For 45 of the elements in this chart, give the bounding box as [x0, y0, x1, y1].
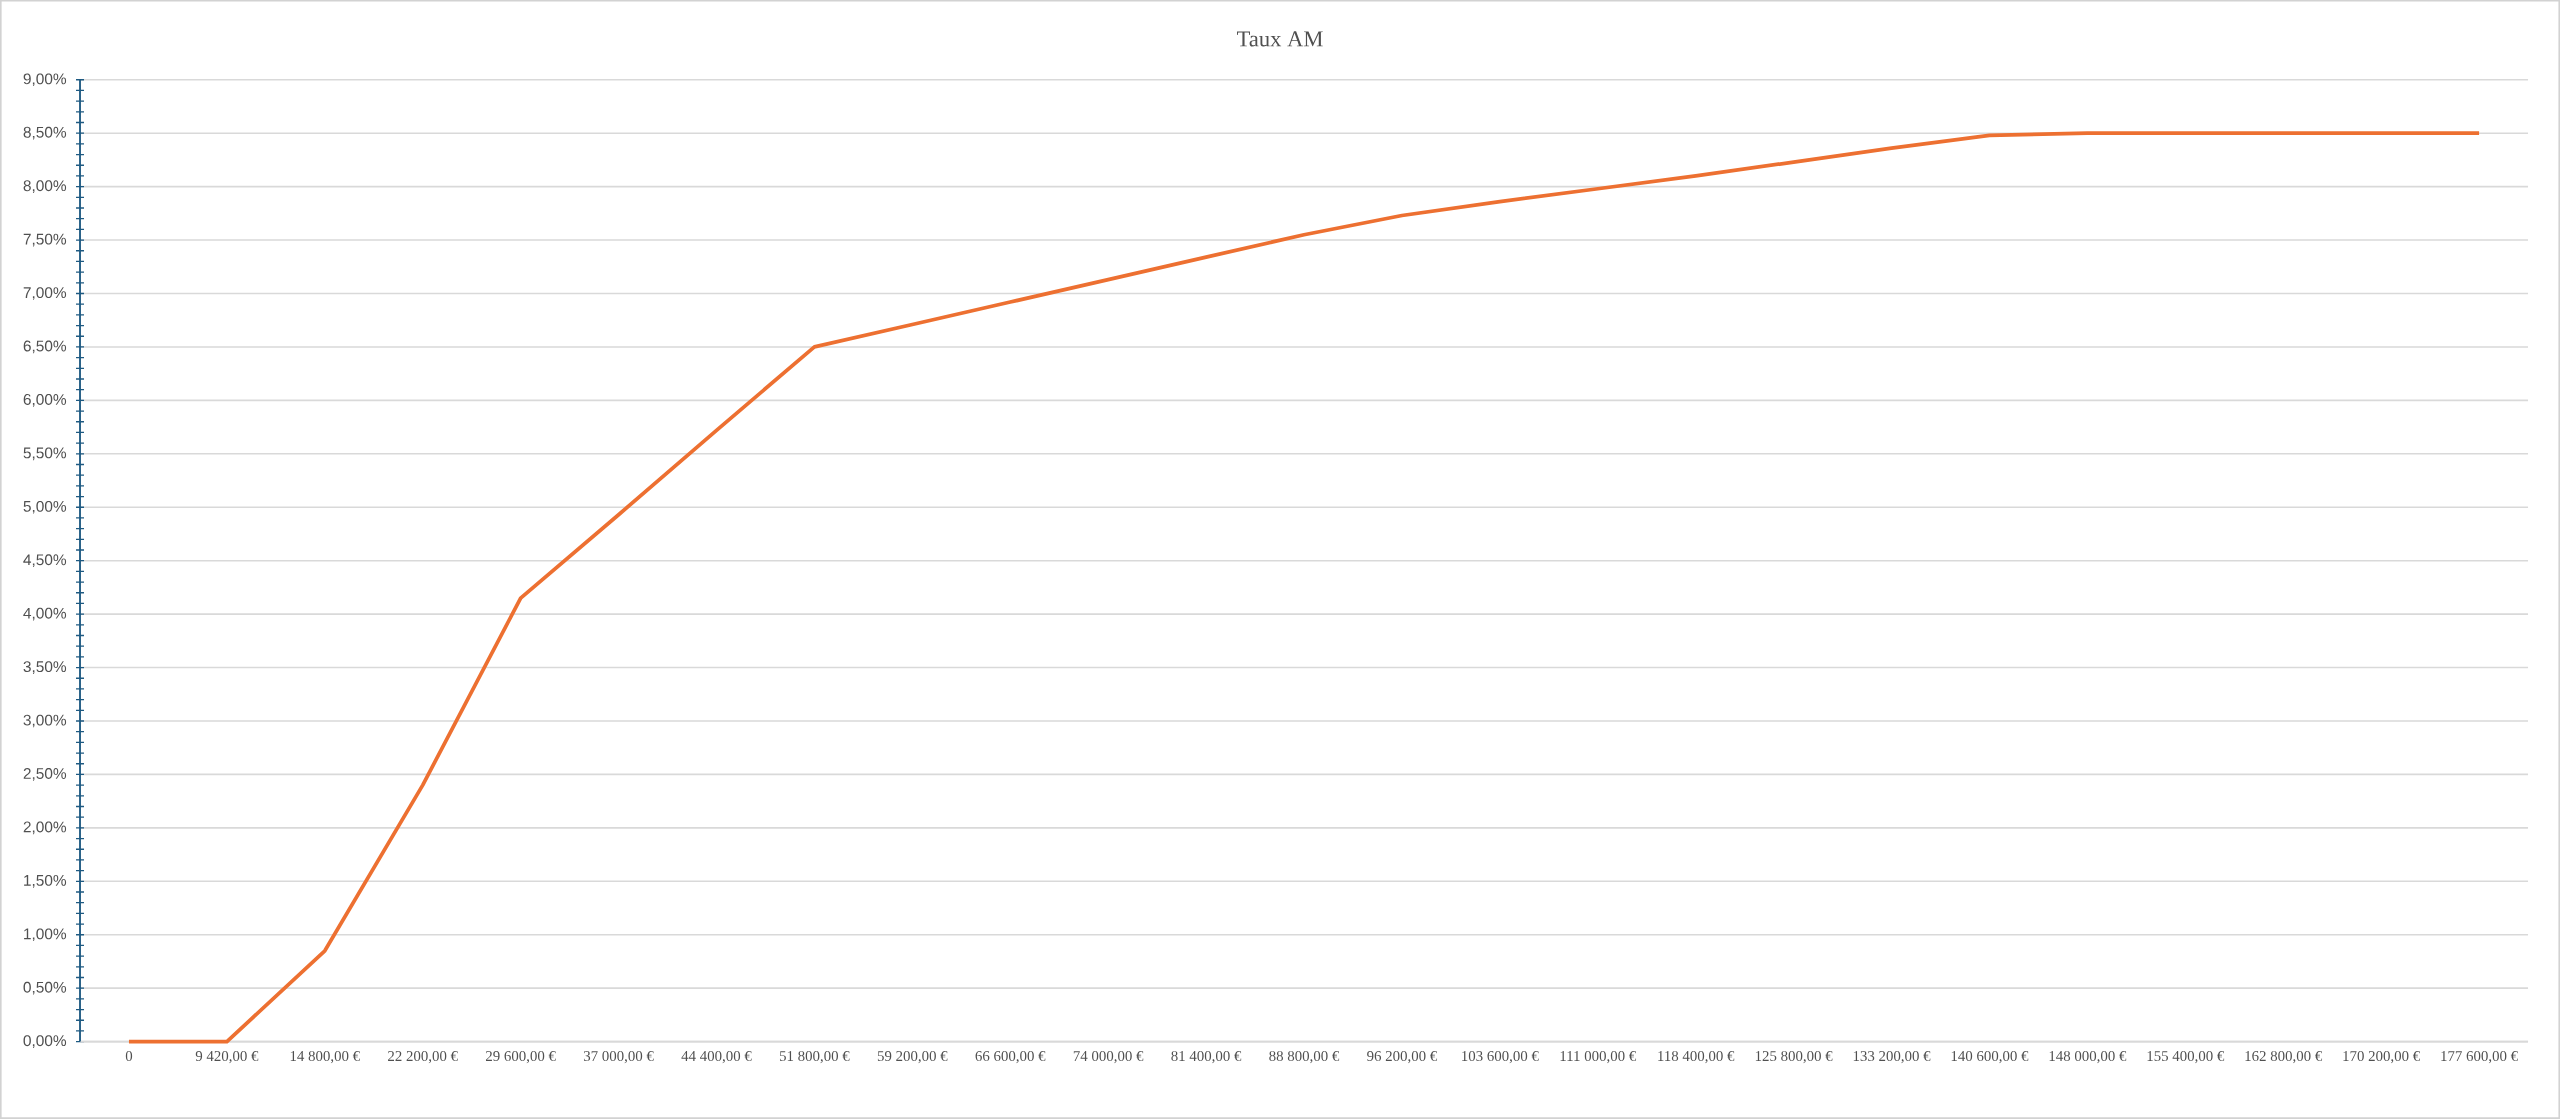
x-tick-label: 0	[125, 1051, 133, 1062]
y-tick-label: 6,00%	[23, 394, 67, 407]
y-tick-label: 8,50%	[23, 126, 67, 140]
x-tick-label: 125 800,00 €	[1755, 1051, 1833, 1064]
chart-title: Taux AM	[1237, 31, 1323, 47]
y-tick-label: 1,00%	[24, 928, 67, 942]
x-tick-label: 9 420,00 €	[195, 1051, 259, 1064]
x-tick-label: 177 600,00 €	[2441, 1051, 2518, 1064]
y-tick-label: 1,50%	[24, 874, 67, 888]
y-tick-label: 3,00%	[23, 714, 67, 728]
y-tick-label: 0,00%	[23, 1035, 67, 1048]
y-tick-label: 5,00%	[23, 500, 67, 514]
x-tick-label: 37 000,00 €	[583, 1051, 654, 1064]
x-tick-label: 14 800,00 €	[290, 1051, 360, 1064]
y-tick-label: 0,50%	[23, 981, 67, 995]
x-tick-label: 118 400,00 €	[1658, 1051, 1735, 1064]
x-tick-label: 59 200,00 €	[877, 1051, 948, 1064]
y-tick-label: 5,50%	[23, 447, 67, 461]
x-tick-label: 140 600,00 €	[1951, 1051, 2029, 1064]
x-tick-label: 170 200,00 €	[2343, 1051, 2420, 1064]
x-tick-label: 74 000,00 €	[1073, 1051, 1144, 1064]
x-tick-label: 162 800,00 €	[2245, 1051, 2323, 1064]
y-tick-label: 4,00%	[23, 607, 67, 621]
x-tick-label: 44 400,00 €	[681, 1051, 752, 1064]
x-tick-label: 148 000,00 €	[2049, 1051, 2127, 1064]
y-tick-label: 4,50%	[23, 554, 67, 568]
x-tick-label: 81 400,00 €	[1171, 1051, 1242, 1064]
x-tick-label: 103 600,00 €	[1462, 1051, 1539, 1064]
x-tick-label: 111 000,00 €	[1560, 1051, 1637, 1064]
x-tick-label: 96 200,00 €	[1367, 1051, 1438, 1064]
y-tick-label: 7,00%	[23, 287, 67, 300]
x-tick-label: 29 600,00 €	[485, 1051, 556, 1064]
y-tick-label: 2,50%	[23, 768, 67, 781]
y-tick-label: 3,50%	[23, 661, 67, 674]
y-tick-label: 9,00%	[23, 73, 67, 87]
x-tick-label: 22 200,00 €	[388, 1051, 458, 1064]
x-tick-label: 133 200,00 €	[1853, 1051, 1931, 1064]
y-tick-label: 7,50%	[23, 233, 67, 247]
y-tick-label: 6,50%	[23, 340, 67, 354]
x-tick-label: 66 600,00 €	[975, 1051, 1046, 1064]
x-tick-label: 88 800,00 €	[1269, 1051, 1340, 1064]
y-tick-label: 8,00%	[23, 180, 67, 194]
x-tick-label: 51 800,00 €	[779, 1051, 850, 1064]
x-tick-label: 155 400,00 €	[2147, 1051, 2225, 1064]
y-tick-label: 2,00%	[23, 821, 67, 835]
